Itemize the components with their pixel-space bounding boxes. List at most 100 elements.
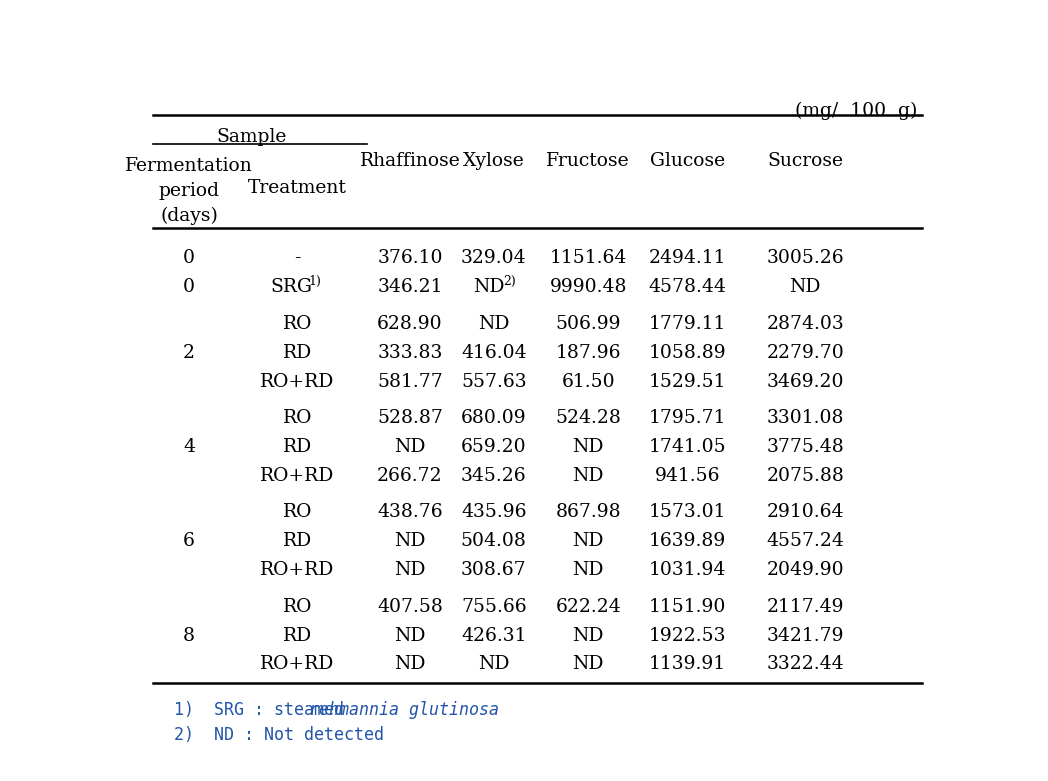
Text: -: - xyxy=(294,249,301,267)
Text: RD: RD xyxy=(283,438,312,456)
Text: 3421.79: 3421.79 xyxy=(766,626,844,644)
Text: ND: ND xyxy=(394,626,425,644)
Text: 2279.70: 2279.70 xyxy=(766,344,844,362)
Text: 345.26: 345.26 xyxy=(461,467,526,485)
Text: 941.56: 941.56 xyxy=(655,467,720,485)
Text: 524.28: 524.28 xyxy=(555,409,621,427)
Text: 329.04: 329.04 xyxy=(461,249,526,267)
Text: 333.83: 333.83 xyxy=(377,344,442,362)
Text: Fermentation
period
(days): Fermentation period (days) xyxy=(126,157,253,225)
Text: ND: ND xyxy=(474,278,505,296)
Text: Rhaffinose: Rhaffinose xyxy=(359,152,460,169)
Text: ND: ND xyxy=(394,533,425,551)
Text: Glucose: Glucose xyxy=(650,152,725,169)
Text: 346.21: 346.21 xyxy=(377,278,442,296)
Text: ND: ND xyxy=(478,315,509,333)
Text: Treatment: Treatment xyxy=(248,179,347,197)
Text: 1529.51: 1529.51 xyxy=(649,373,726,390)
Text: 407.58: 407.58 xyxy=(377,597,443,615)
Text: 1573.01: 1573.01 xyxy=(649,504,726,522)
Text: 528.87: 528.87 xyxy=(377,409,443,427)
Text: 755.66: 755.66 xyxy=(461,597,526,615)
Text: ND: ND xyxy=(572,655,604,673)
Text: RO+RD: RO+RD xyxy=(261,467,334,485)
Text: ND: ND xyxy=(789,278,821,296)
Text: 6: 6 xyxy=(183,533,195,551)
Text: 2910.64: 2910.64 xyxy=(766,504,844,522)
Text: 266.72: 266.72 xyxy=(377,467,443,485)
Text: (mg/  100  g): (mg/ 100 g) xyxy=(795,102,918,119)
Text: ND: ND xyxy=(394,438,425,456)
Text: RO+RD: RO+RD xyxy=(261,373,334,390)
Text: 2049.90: 2049.90 xyxy=(766,562,844,580)
Text: 4: 4 xyxy=(183,438,195,456)
Text: 4578.44: 4578.44 xyxy=(649,278,726,296)
Text: 1151.64: 1151.64 xyxy=(549,249,627,267)
Text: 504.08: 504.08 xyxy=(461,533,527,551)
Text: 2075.88: 2075.88 xyxy=(766,467,845,485)
Text: 1741.05: 1741.05 xyxy=(649,438,726,456)
Text: 680.09: 680.09 xyxy=(461,409,526,427)
Text: 867.98: 867.98 xyxy=(555,504,621,522)
Text: 2874.03: 2874.03 xyxy=(766,315,844,333)
Text: 2117.49: 2117.49 xyxy=(766,597,844,615)
Text: RO+RD: RO+RD xyxy=(261,655,334,673)
Text: 61.50: 61.50 xyxy=(562,373,615,390)
Text: 628.90: 628.90 xyxy=(377,315,443,333)
Text: 1139.91: 1139.91 xyxy=(649,655,726,673)
Text: ND: ND xyxy=(478,655,509,673)
Text: RO: RO xyxy=(283,597,312,615)
Text: RO: RO xyxy=(283,504,312,522)
Text: 622.24: 622.24 xyxy=(555,597,621,615)
Text: ND: ND xyxy=(394,655,425,673)
Text: RO: RO xyxy=(283,409,312,427)
Text: ND: ND xyxy=(572,438,604,456)
Text: 659.20: 659.20 xyxy=(461,438,526,456)
Text: 3301.08: 3301.08 xyxy=(766,409,844,427)
Text: ND: ND xyxy=(572,533,604,551)
Text: 4557.24: 4557.24 xyxy=(766,533,845,551)
Text: RD: RD xyxy=(283,626,312,644)
Text: 438.76: 438.76 xyxy=(377,504,443,522)
Text: ND: ND xyxy=(572,467,604,485)
Text: 2): 2) xyxy=(503,275,516,287)
Text: SRG: SRG xyxy=(270,278,312,296)
Text: 426.31: 426.31 xyxy=(461,626,526,644)
Text: ND: ND xyxy=(572,626,604,644)
Text: 435.96: 435.96 xyxy=(461,504,526,522)
Text: 581.77: 581.77 xyxy=(377,373,443,390)
Text: 3775.48: 3775.48 xyxy=(766,438,844,456)
Text: Sucrose: Sucrose xyxy=(767,152,844,169)
Text: 308.67: 308.67 xyxy=(461,562,526,580)
Text: ND: ND xyxy=(394,562,425,580)
Text: 1151.90: 1151.90 xyxy=(649,597,726,615)
Text: 416.04: 416.04 xyxy=(461,344,526,362)
Text: 2)  ND : Not detected: 2) ND : Not detected xyxy=(174,726,384,744)
Text: 1779.11: 1779.11 xyxy=(649,315,726,333)
Text: 2494.11: 2494.11 xyxy=(649,249,726,267)
Text: ND: ND xyxy=(572,562,604,580)
Text: RO+RD: RO+RD xyxy=(261,562,334,580)
Text: Fructose: Fructose xyxy=(546,152,630,169)
Text: 376.10: 376.10 xyxy=(377,249,442,267)
Text: 3005.26: 3005.26 xyxy=(766,249,844,267)
Text: 1): 1) xyxy=(308,275,322,287)
Text: RO: RO xyxy=(283,315,312,333)
Text: 1031.94: 1031.94 xyxy=(649,562,726,580)
Text: 1795.71: 1795.71 xyxy=(649,409,726,427)
Text: 1922.53: 1922.53 xyxy=(649,626,726,644)
Text: 3322.44: 3322.44 xyxy=(766,655,844,673)
Text: 9990.48: 9990.48 xyxy=(549,278,627,296)
Text: 8: 8 xyxy=(183,626,195,644)
Text: 506.99: 506.99 xyxy=(555,315,621,333)
Text: 1058.89: 1058.89 xyxy=(649,344,726,362)
Text: 557.63: 557.63 xyxy=(461,373,526,390)
Text: rehmannia glutinosa: rehmannia glutinosa xyxy=(309,701,499,719)
Text: RD: RD xyxy=(283,344,312,362)
Text: 1639.89: 1639.89 xyxy=(649,533,726,551)
Text: Sample: Sample xyxy=(216,128,286,146)
Text: Xylose: Xylose xyxy=(463,152,525,169)
Text: 3469.20: 3469.20 xyxy=(766,373,844,390)
Text: 0: 0 xyxy=(183,249,195,267)
Text: 0: 0 xyxy=(183,278,195,296)
